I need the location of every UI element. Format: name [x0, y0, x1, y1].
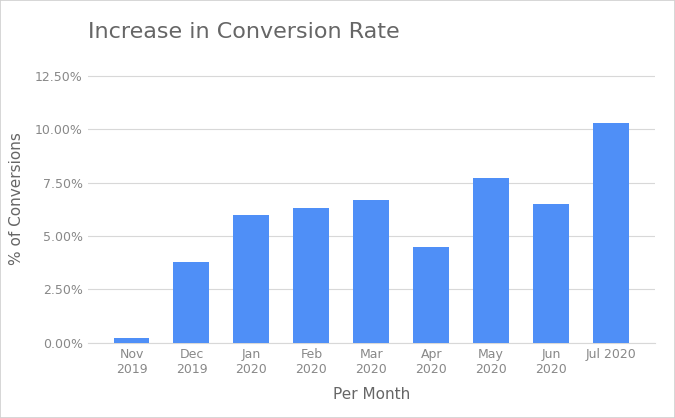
- Bar: [593, 123, 629, 343]
- Bar: [533, 204, 569, 343]
- Bar: [353, 200, 389, 343]
- Bar: [113, 339, 149, 343]
- Bar: [234, 214, 269, 343]
- Bar: [173, 262, 209, 343]
- Text: Increase in Conversion Rate: Increase in Conversion Rate: [88, 22, 400, 42]
- Bar: [473, 178, 509, 343]
- Y-axis label: % of Conversions: % of Conversions: [9, 132, 24, 265]
- Bar: [294, 208, 329, 343]
- Bar: [413, 247, 449, 343]
- X-axis label: Per Month: Per Month: [333, 387, 410, 402]
